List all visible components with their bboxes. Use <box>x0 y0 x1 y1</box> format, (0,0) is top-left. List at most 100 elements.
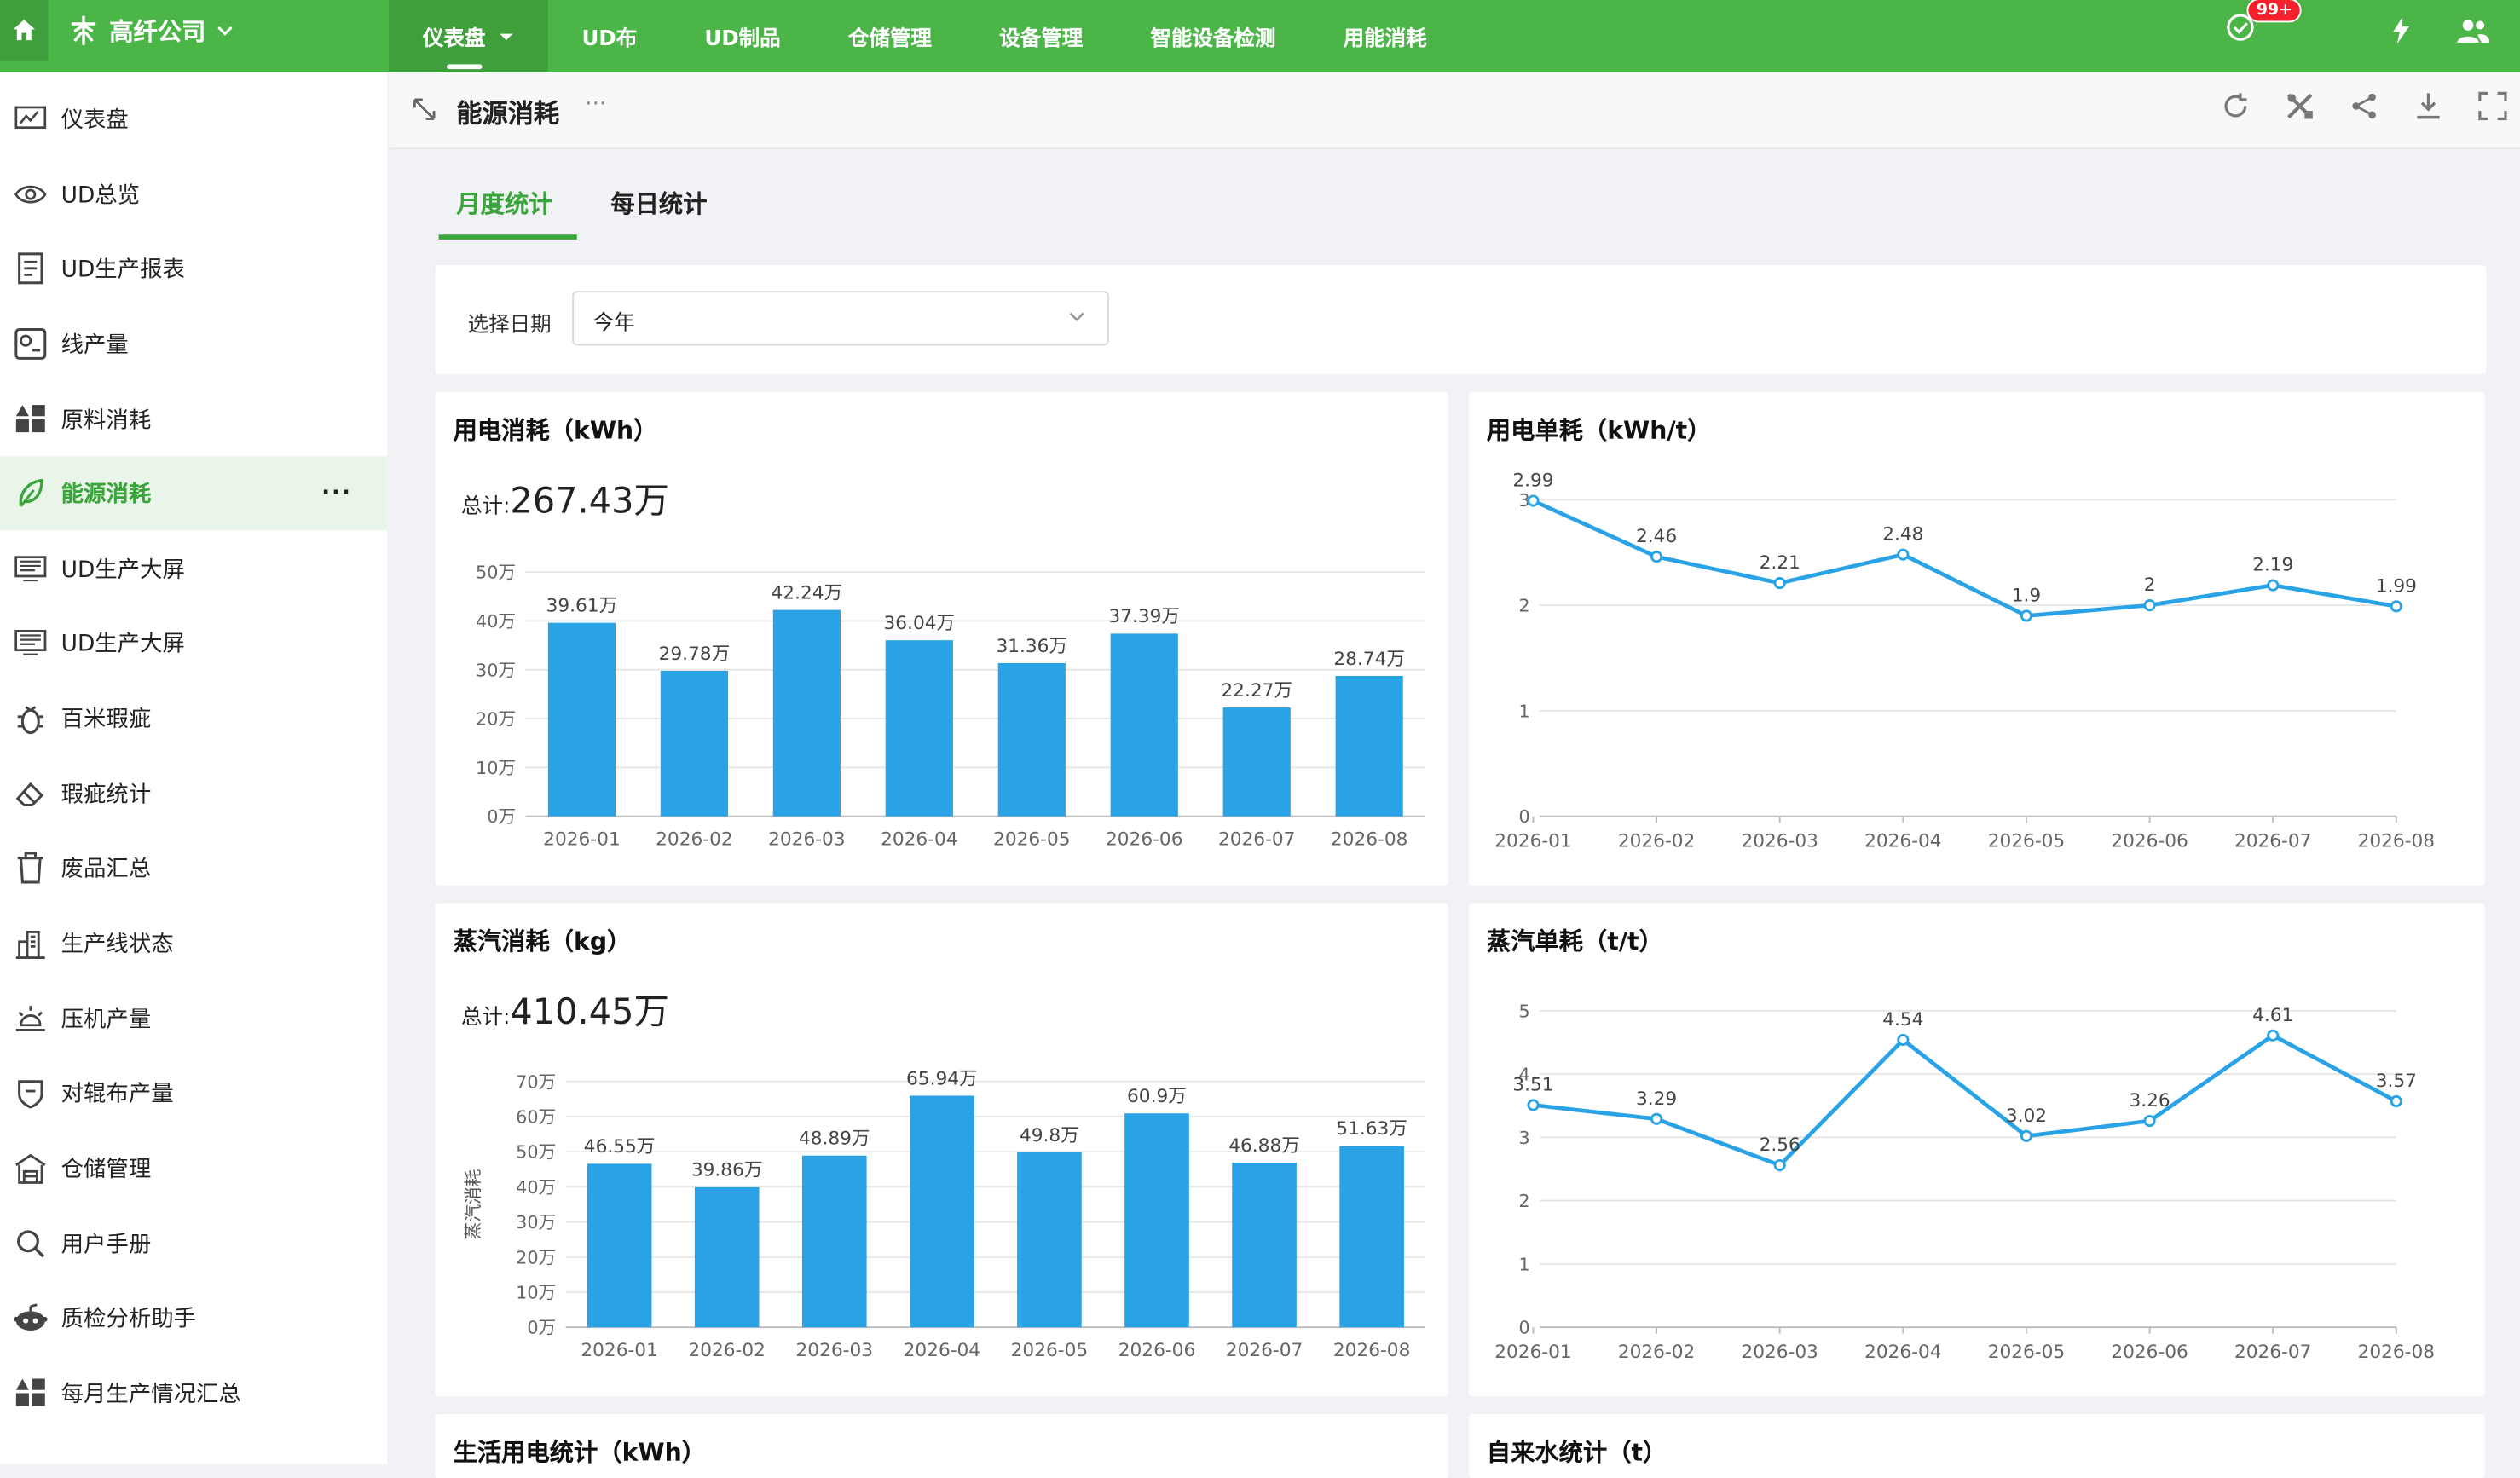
sidebar-item-dashboard[interactable]: 仪表盘 <box>0 82 387 156</box>
date-select-value: 今年 <box>592 311 635 337</box>
bar <box>1124 1113 1189 1328</box>
data-point <box>2267 579 2280 592</box>
sidebar-item-label: UD总览 <box>61 182 141 210</box>
sidebar-item-defect-stats[interactable]: 瑕疵统计 <box>0 757 387 831</box>
y-tick-label: 0万 <box>487 806 516 827</box>
nav-dashboard[interactable]: 仪表盘 <box>389 0 548 72</box>
sidebar-item-manual[interactable]: 用户手册 <box>0 1207 387 1281</box>
sidebar-item-material[interactable]: 原料消耗 <box>0 383 387 457</box>
company-switcher[interactable]: 高纤公司 <box>67 0 234 61</box>
bar-data-label: 29.78万 <box>659 644 731 665</box>
sidebar-item-label: 对辊布产量 <box>61 1081 174 1107</box>
tools-icon[interactable] <box>2286 91 2315 120</box>
caret-down-icon <box>500 32 513 40</box>
download-icon[interactable] <box>2414 91 2443 120</box>
bar <box>1339 1146 1404 1328</box>
point-data-label: 1.9 <box>2012 586 2041 607</box>
nav-label: 智能设备检测 <box>1150 27 1276 52</box>
data-point <box>2390 600 2402 613</box>
y-tick-label: 2 <box>1519 596 1530 616</box>
magic-icon[interactable] <box>2385 14 2418 47</box>
sidebar-item-ud-overview[interactable]: UD总览 <box>0 158 387 232</box>
date-select[interactable]: 今年 <box>572 291 1109 346</box>
collapse-icon[interactable] <box>412 96 437 122</box>
page-actions <box>2221 91 2507 121</box>
point-data-label: 2.56 <box>1760 1134 1800 1156</box>
eraser-icon <box>15 782 44 806</box>
x-tick-label: 2026-03 <box>796 1340 874 1361</box>
nav-equipment[interactable]: 设备管理 <box>966 0 1117 72</box>
sidebar-item-press-output[interactable]: 压机产量 <box>0 982 387 1056</box>
bar <box>694 1186 760 1328</box>
report-icon <box>18 252 43 285</box>
line-output-icon <box>14 327 47 360</box>
data-point <box>1773 1158 1786 1172</box>
page-more-icon[interactable]: ··· <box>585 91 607 118</box>
company-name: 高纤公司 <box>109 16 206 46</box>
steam-consumption-card: 蒸汽消耗（kg） 总计:410.45万 0万 10万 20万 30万 40万 50万 60万… <box>435 903 1448 1397</box>
nav-energy[interactable]: 用能消耗 <box>1309 0 1460 72</box>
home-button[interactable] <box>0 0 49 61</box>
main-nav: 仪表盘 UD布 UD制品 仓储管理 设备管理 智能设备检测 用能消耗 <box>389 0 1460 72</box>
x-tick-label: 2026-02 <box>1618 831 1696 852</box>
life-power-card: 生活用电统计（kWh） <box>435 1413 1448 1478</box>
users-icon[interactable] <box>2456 14 2491 47</box>
nav-ud-cloth[interactable]: UD布 <box>548 0 671 72</box>
leaf-icon <box>19 478 43 507</box>
refresh-icon[interactable] <box>2221 91 2250 120</box>
sidebar-item-energy[interactable]: 能源消耗 ··· <box>0 456 388 531</box>
chevron-down-icon <box>1069 312 1084 322</box>
point-data-label: 3.02 <box>2006 1106 2047 1127</box>
x-tick-label: 2026-06 <box>2111 831 2188 852</box>
sidebar-item-ud-screen-1[interactable]: UD生产大屏 <box>0 532 387 606</box>
bar <box>1232 1163 1297 1328</box>
data-point <box>1897 548 1910 561</box>
steam-unit-card: 蒸汽单耗（t/t） 0 1 2 3 4 5 3.51 2026-01 3.29 2026-02 2.… <box>1469 903 2485 1397</box>
y-tick-label: 0万 <box>527 1318 556 1338</box>
filter-card: 选择日期 今年 <box>435 265 2487 375</box>
sidebar-item-label: 仓储管理 <box>61 1157 152 1183</box>
sidebar-item-label: UD生产大屏 <box>61 557 185 584</box>
data-point <box>2390 1094 2402 1108</box>
point-data-label: 2.99 <box>1512 471 1553 492</box>
nav-ud-products[interactable]: UD制品 <box>671 0 814 72</box>
fullscreen-icon[interactable] <box>2478 91 2507 121</box>
nav-warehouse[interactable]: 仓储管理 <box>814 0 965 72</box>
bar-data-label: 46.55万 <box>584 1136 656 1158</box>
x-tick-label: 2026-01 <box>581 1340 657 1361</box>
sidebar-item-scrap[interactable]: 废品汇总 <box>0 831 387 905</box>
bar-data-label: 60.9万 <box>1127 1086 1187 1107</box>
sidebar: 仪表盘 UD总览 UD生产报表 线产量 原料消耗 能源消耗 ··· UD生产大屏 <box>0 72 388 1464</box>
nav-smart-detection[interactable]: 智能设备检测 <box>1117 0 1309 72</box>
notification-badge: 99+ <box>2246 0 2303 23</box>
tab-daily[interactable]: 每日统计 <box>610 189 708 219</box>
bar-data-label: 51.63万 <box>1336 1118 1407 1140</box>
sidebar-item-line-output[interactable]: 线产量 <box>0 307 387 381</box>
tasks-button[interactable]: 99+ <box>2224 0 2303 49</box>
blocks-icon <box>15 405 45 433</box>
y-tick-label: 10万 <box>516 1283 556 1303</box>
bar <box>547 622 616 817</box>
date-filter-label: 选择日期 <box>467 313 552 338</box>
share-icon[interactable] <box>2349 91 2378 120</box>
sidebar-item-defects-100m[interactable]: 百米瑕疵 <box>0 681 387 755</box>
x-tick-label: 2026-06 <box>1118 1340 1196 1361</box>
sidebar-item-warehouse[interactable]: 仓储管理 <box>0 1131 387 1205</box>
sidebar-item-line-status[interactable]: 生产线状态 <box>0 906 387 980</box>
sidebar-item-label: UD生产大屏 <box>61 631 185 658</box>
sidebar-item-qc-assistant[interactable]: 质检分析助手 <box>0 1281 387 1355</box>
data-point <box>1527 1099 1540 1111</box>
tab-monthly[interactable]: 月度统计 <box>456 189 553 219</box>
robot-icon <box>14 1303 48 1331</box>
bar <box>587 1163 652 1328</box>
x-tick-label: 2026-01 <box>1494 1342 1572 1363</box>
steam-unit-line-chart: 0 1 2 3 4 5 3.51 2026-01 3.29 2026-02 2.56 2026-03 4… <box>1494 1001 2435 1363</box>
bar <box>1110 633 1178 817</box>
sidebar-item-ud-screen-2[interactable]: UD生产大屏 <box>0 606 387 680</box>
sidebar-item-monthly-summary[interactable]: 每月生产情况汇总 <box>0 1356 387 1430</box>
electric-unit-line-chart: 0 1 2 32.99 2026-01 2.46 2026-02 2.21 2026-03 2.4… <box>1494 471 2435 852</box>
sidebar-item-roller-output[interactable]: 对辊布产量 <box>0 1056 387 1130</box>
x-tick-label: 2026-07 <box>1218 829 1296 851</box>
sidebar-item-ud-report[interactable]: UD生产报表 <box>0 231 387 305</box>
more-icon[interactable]: ··· <box>321 480 352 506</box>
